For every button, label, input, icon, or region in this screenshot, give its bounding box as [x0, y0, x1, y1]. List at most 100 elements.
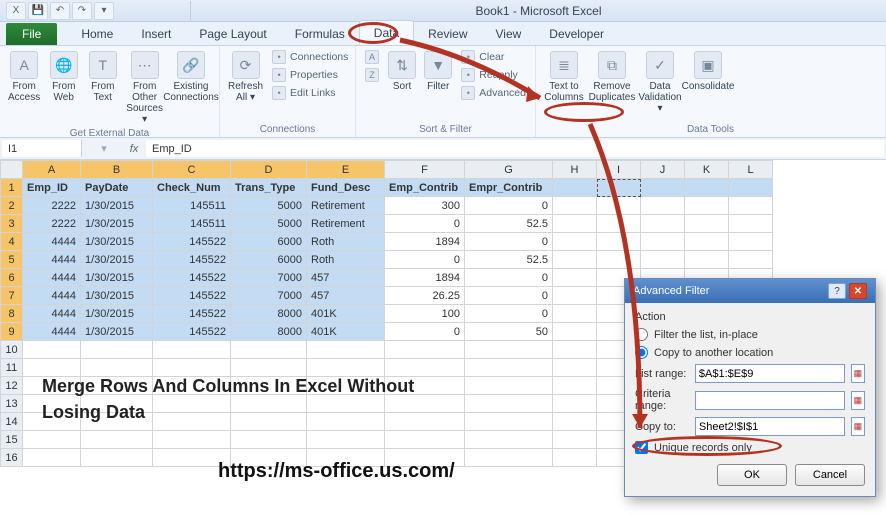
cell-F1[interactable]: Emp_Contrib — [385, 179, 465, 197]
tab-home[interactable]: Home — [67, 22, 127, 45]
row-header-14[interactable]: 14 — [1, 413, 23, 431]
cell-A6[interactable]: 4444 — [23, 269, 81, 287]
cell-E1[interactable]: Fund_Desc — [307, 179, 385, 197]
cell-H14[interactable] — [553, 413, 597, 431]
col-header-B[interactable]: B — [81, 161, 153, 179]
dialog-help-button[interactable]: ? — [828, 283, 846, 299]
cell-E4[interactable]: Roth — [307, 233, 385, 251]
cell-F9[interactable]: 0 — [385, 323, 465, 341]
cell-B7[interactable]: 1/30/2015 — [81, 287, 153, 305]
qat-undo[interactable]: ↶ — [50, 2, 70, 20]
unique-records-checkbox[interactable] — [635, 441, 648, 454]
col-header-H[interactable]: H — [553, 161, 597, 179]
external-from-access[interactable]: AFrom Access — [6, 49, 42, 105]
cell-H12[interactable] — [553, 377, 597, 395]
connections-connections[interactable]: •Connections — [269, 49, 351, 65]
cell-F6[interactable]: 1894 — [385, 269, 465, 287]
cell-A9[interactable]: 4444 — [23, 323, 81, 341]
row-header-5[interactable]: 5 — [1, 251, 23, 269]
external-from-other-sources[interactable]: ⋯From Other Sources ▾ — [124, 49, 165, 127]
cell-L4[interactable] — [729, 233, 773, 251]
cell-G3[interactable]: 52.5 — [465, 215, 553, 233]
row-header-16[interactable]: 16 — [1, 449, 23, 467]
cell-K2[interactable] — [685, 197, 729, 215]
cell-B10[interactable] — [81, 341, 153, 359]
cell-A4[interactable]: 4444 — [23, 233, 81, 251]
col-header-D[interactable]: D — [231, 161, 307, 179]
cell-K5[interactable] — [685, 251, 729, 269]
sort-az-button[interactable]: A — [362, 49, 382, 65]
cell-D2[interactable]: 5000 — [231, 197, 307, 215]
dialog-close-button[interactable]: ✕ — [849, 283, 867, 299]
fx-icon[interactable]: fx — [124, 138, 144, 159]
cell-B1[interactable]: PayDate — [81, 179, 153, 197]
cell-A16[interactable] — [23, 449, 81, 467]
refresh-all-button[interactable]: ⟳ Refresh All ▾ — [226, 49, 265, 105]
row-header-7[interactable]: 7 — [1, 287, 23, 305]
list-range-ref-button[interactable]: ▦ — [851, 364, 865, 383]
cell-D9[interactable]: 8000 — [231, 323, 307, 341]
cell-D5[interactable]: 6000 — [231, 251, 307, 269]
cell-G16[interactable] — [465, 449, 553, 467]
sort-za-button[interactable]: Z — [362, 67, 382, 83]
cell-B2[interactable]: 1/30/2015 — [81, 197, 153, 215]
cell-G9[interactable]: 50 — [465, 323, 553, 341]
cell-H6[interactable] — [553, 269, 597, 287]
cell-A8[interactable]: 4444 — [23, 305, 81, 323]
cell-L2[interactable] — [729, 197, 773, 215]
cell-D14[interactable] — [231, 413, 307, 431]
cell-D8[interactable]: 8000 — [231, 305, 307, 323]
datatools-data-validation[interactable]: ✓Data Validation ▾ — [638, 49, 682, 116]
row-header-9[interactable]: 9 — [1, 323, 23, 341]
tab-developer[interactable]: Developer — [535, 22, 618, 45]
cell-E11[interactable] — [307, 359, 385, 377]
tab-page-layout[interactable]: Page Layout — [185, 22, 280, 45]
cell-E15[interactable] — [307, 431, 385, 449]
cell-E7[interactable]: 457 — [307, 287, 385, 305]
tab-data[interactable]: Data — [359, 20, 414, 45]
excel-icon[interactable]: X — [6, 2, 26, 20]
cell-C4[interactable]: 145522 — [153, 233, 231, 251]
row-header-10[interactable]: 10 — [1, 341, 23, 359]
external-from-web[interactable]: 🌐From Web — [46, 49, 81, 105]
cell-C2[interactable]: 145511 — [153, 197, 231, 215]
cell-D6[interactable]: 7000 — [231, 269, 307, 287]
cell-F10[interactable] — [385, 341, 465, 359]
col-header-J[interactable]: J — [641, 161, 685, 179]
name-box[interactable]: I1 — [2, 140, 82, 157]
cell-B8[interactable]: 1/30/2015 — [81, 305, 153, 323]
cell-C8[interactable]: 145522 — [153, 305, 231, 323]
cell-G10[interactable] — [465, 341, 553, 359]
copy-to-ref-button[interactable]: ▦ — [851, 417, 865, 436]
cell-H8[interactable] — [553, 305, 597, 323]
cell-C15[interactable] — [153, 431, 231, 449]
row-header-1[interactable]: 1 — [1, 179, 23, 197]
cell-C13[interactable] — [153, 395, 231, 413]
cell-A1[interactable]: Emp_ID — [23, 179, 81, 197]
cell-G4[interactable]: 0 — [465, 233, 553, 251]
cell-D10[interactable] — [231, 341, 307, 359]
cell-F3[interactable]: 0 — [385, 215, 465, 233]
cell-H2[interactable] — [553, 197, 597, 215]
cell-E14[interactable] — [307, 413, 385, 431]
datatools-text-to-columns[interactable]: ≣Text to Columns — [542, 49, 586, 105]
cell-G13[interactable] — [465, 395, 553, 413]
datatools-consolidate[interactable]: ▣Consolidate — [686, 49, 730, 94]
cell-A10[interactable] — [23, 341, 81, 359]
cell-H16[interactable] — [553, 449, 597, 467]
cell-B3[interactable]: 1/30/2015 — [81, 215, 153, 233]
cell-B11[interactable] — [81, 359, 153, 377]
cell-H4[interactable] — [553, 233, 597, 251]
cell-F4[interactable]: 1894 — [385, 233, 465, 251]
cell-D7[interactable]: 7000 — [231, 287, 307, 305]
cell-B15[interactable] — [81, 431, 153, 449]
cell-E9[interactable]: 401K — [307, 323, 385, 341]
cell-K1[interactable] — [685, 179, 729, 197]
col-header-C[interactable]: C — [153, 161, 231, 179]
datatools-remove-duplicates[interactable]: ⧉Remove Duplicates — [590, 49, 634, 105]
cell-E2[interactable]: Retirement — [307, 197, 385, 215]
formula-bar[interactable]: Emp_ID — [146, 140, 884, 157]
cell-G1[interactable]: Empr_Contrib — [465, 179, 553, 197]
cell-J5[interactable] — [641, 251, 685, 269]
cell-G2[interactable]: 0 — [465, 197, 553, 215]
